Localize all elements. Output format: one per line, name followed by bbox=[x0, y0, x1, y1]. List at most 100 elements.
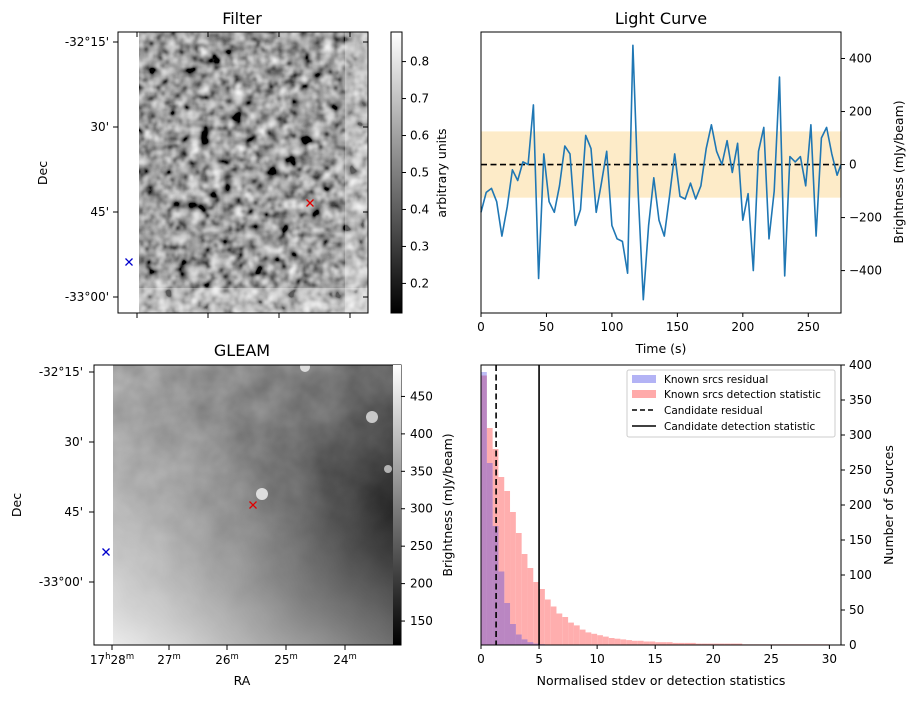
gleam-y-ticks: -32°15' 30' 45' -33°00' bbox=[39, 365, 94, 589]
gleam-xtick-label: 25m bbox=[274, 652, 298, 667]
filter-reference-marker bbox=[125, 258, 133, 266]
hist-bar-detection bbox=[579, 629, 586, 645]
hist-bar-detection bbox=[614, 638, 621, 645]
hist-bar-overlap bbox=[515, 634, 522, 645]
filter-colorbar bbox=[391, 32, 402, 313]
hist-bar-detection bbox=[684, 642, 691, 645]
hist-bar-detection bbox=[585, 632, 592, 645]
histogram-ytick-label: 150 bbox=[849, 533, 872, 547]
lightcurve-panel: Light Curve 0 50 100 150 200 250 400 200 0 −200 −… bbox=[477, 9, 906, 356]
gleam-reference-marker bbox=[102, 548, 110, 556]
lightcurve-plot bbox=[480, 44, 842, 301]
hist-bar-overlap bbox=[498, 571, 505, 645]
histogram-xtick-label: 20 bbox=[706, 652, 721, 666]
lightcurve-xlabel: Time (s) bbox=[635, 341, 687, 356]
hist-bar-detection bbox=[608, 638, 615, 645]
histogram-ytick-label: 50 bbox=[849, 603, 864, 617]
hist-bar-detection bbox=[498, 477, 505, 645]
hist-bar-detection bbox=[719, 643, 725, 645]
filter-ytick-label: -32°15' bbox=[65, 35, 109, 49]
legend-label-candidate-residual: Candidate residual bbox=[664, 405, 763, 417]
hist-bar-overlap bbox=[486, 463, 493, 645]
hist-bar-detection bbox=[678, 642, 685, 645]
hist-bar-overlap bbox=[510, 624, 516, 645]
hist-bar-detection bbox=[515, 533, 522, 645]
gleam-x-ticks: 17h28m 27m 26m 25m 24m bbox=[90, 645, 357, 667]
lightcurve-series-line bbox=[480, 44, 842, 301]
lightcurve-ytick-label: −200 bbox=[849, 211, 882, 225]
gleam-ytick-label: -32°15' bbox=[39, 365, 83, 379]
filter-colorbar-tick-label: 0.6 bbox=[410, 129, 429, 143]
filter-image bbox=[118, 32, 368, 313]
gleam-ytick-label: 30' bbox=[64, 435, 83, 449]
gleam-xlabel: RA bbox=[234, 673, 251, 688]
legend-label-detection: Known srcs detection statistic bbox=[664, 389, 821, 401]
gleam-xtick-label: 26m bbox=[215, 652, 239, 667]
histogram-xtick-label: 10 bbox=[589, 652, 604, 666]
histogram-xtick-label: 25 bbox=[764, 652, 779, 666]
gleam-colorbar-tick-label: 450 bbox=[410, 389, 433, 403]
gleam-ylabel: Dec bbox=[9, 493, 24, 517]
gleam-xtick-label: 24m bbox=[333, 652, 357, 667]
histogram-plot bbox=[481, 365, 830, 645]
hist-bar-detection bbox=[695, 643, 702, 645]
hist-bar-detection bbox=[690, 642, 696, 645]
hist-bar-detection bbox=[510, 512, 516, 645]
histogram-ytick-label: 350 bbox=[849, 393, 872, 407]
histogram-ytick-label: 300 bbox=[849, 428, 872, 442]
hist-bar-detection bbox=[539, 589, 545, 645]
filter-colorbar-tick-label: 0.3 bbox=[410, 239, 429, 253]
hist-bar-detection bbox=[573, 625, 580, 645]
gleam-colorbar-tick-label: 150 bbox=[410, 614, 433, 628]
gleam-colorbar-label: Brightness (mJy/beam) bbox=[440, 433, 455, 576]
filter-colorbar-label: arbitrary units bbox=[434, 128, 449, 217]
histogram-panel: 0 5 10 15 20 25 30 400 350 300 250 200 150 100 50 0 No… bbox=[477, 358, 896, 688]
lightcurve-xtick-label: 50 bbox=[539, 320, 554, 334]
lightcurve-ytick-label: 0 bbox=[849, 158, 857, 172]
legend-label-candidate-detection: Candidate detection statistic bbox=[664, 421, 816, 433]
lightcurve-xtick-label: 100 bbox=[600, 320, 623, 334]
hist-bar-detection bbox=[521, 554, 528, 645]
filter-colorbar-ticks: 0.8 0.7 0.6 0.5 0.4 0.3 0.2 bbox=[402, 55, 429, 290]
filter-candidate-marker bbox=[306, 199, 314, 207]
hist-bar-detection bbox=[724, 643, 731, 645]
filter-colorbar-tick-label: 0.2 bbox=[410, 276, 429, 290]
filter-ytick-label: 30' bbox=[90, 120, 109, 134]
gleam-colorbar-tick-label: 400 bbox=[410, 427, 433, 441]
hist-bar-detection bbox=[666, 642, 673, 645]
hist-bar-detection bbox=[672, 642, 679, 645]
lightcurve-xtick-label: 0 bbox=[477, 320, 485, 334]
legend-swatch-residual bbox=[632, 375, 656, 383]
hist-bar-detection bbox=[643, 641, 650, 645]
hist-bar-detection bbox=[562, 617, 569, 645]
histogram-xtick-label: 15 bbox=[648, 652, 663, 666]
histogram-xtick-label: 5 bbox=[535, 652, 543, 666]
filter-colorbar-tick-label: 0.5 bbox=[410, 166, 429, 180]
hist-bar-detection bbox=[527, 568, 534, 645]
hist-bar-overlap bbox=[481, 375, 487, 645]
hist-bar-detection bbox=[637, 640, 644, 645]
histogram-ytick-label: 250 bbox=[849, 463, 872, 477]
lightcurve-y-ticks: 400 200 0 −200 −400 bbox=[841, 52, 882, 278]
gleam-colorbar-tick-label: 350 bbox=[410, 464, 433, 478]
histogram-x-ticks: 0 5 10 15 20 25 30 bbox=[477, 645, 837, 666]
histogram-ytick-label: 0 bbox=[849, 638, 857, 652]
histogram-ytick-label: 400 bbox=[849, 358, 872, 372]
filter-ylabel: Dec bbox=[35, 161, 50, 185]
hist-bar-detection bbox=[591, 633, 598, 645]
hist-bar-overlap bbox=[521, 639, 528, 645]
hist-bar-detection bbox=[713, 643, 720, 645]
histogram-ylabel: Number of Sources bbox=[881, 445, 896, 565]
lightcurve-xtick-label: 150 bbox=[666, 320, 689, 334]
gleam-colorbar-tick-label: 250 bbox=[410, 539, 433, 553]
hist-bar-overlap bbox=[527, 642, 534, 645]
legend-swatch-detection bbox=[632, 390, 656, 398]
lightcurve-ytick-label: 400 bbox=[849, 52, 872, 66]
filter-ytick-label: -33°00' bbox=[65, 290, 109, 304]
histogram-xtick-label: 30 bbox=[822, 652, 837, 666]
hist-bar-detection bbox=[568, 622, 574, 645]
gleam-image bbox=[94, 365, 401, 645]
hist-bar-overlap bbox=[504, 603, 511, 645]
histogram-y-ticks: 400 350 300 250 200 150 100 50 0 bbox=[841, 358, 872, 652]
